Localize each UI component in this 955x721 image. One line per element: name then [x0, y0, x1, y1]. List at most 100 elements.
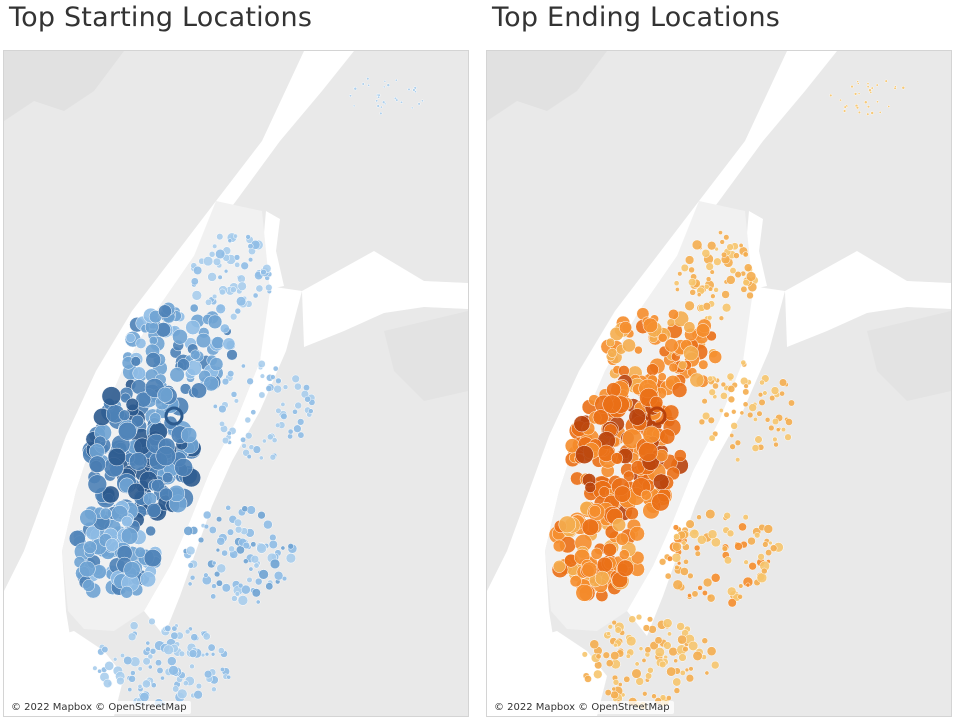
station-dot[interactable]	[258, 455, 264, 461]
station-dot[interactable]	[92, 665, 98, 671]
station-dot[interactable]	[634, 661, 640, 667]
station-dot[interactable]	[704, 670, 710, 676]
station-dot[interactable]	[742, 388, 750, 396]
station-dot[interactable]	[677, 271, 683, 277]
station-dot[interactable]	[588, 505, 602, 518]
station-dot[interactable]	[123, 561, 141, 579]
station-dot[interactable]	[706, 593, 716, 603]
station-dot[interactable]	[584, 481, 596, 494]
station-dot[interactable]	[275, 422, 281, 428]
station-dot[interactable]	[630, 550, 645, 565]
station-dot[interactable]	[265, 283, 273, 292]
station-dot[interactable]	[708, 388, 716, 396]
station-dot[interactable]	[723, 234, 730, 241]
station-dot[interactable]	[158, 304, 172, 319]
station-dot[interactable]	[721, 303, 732, 313]
station-dot[interactable]	[668, 362, 679, 373]
station-dot[interactable]	[687, 572, 694, 580]
station-dot[interactable]	[245, 234, 251, 240]
station-dot[interactable]	[773, 441, 779, 448]
station-dot[interactable]	[213, 570, 221, 578]
station-dot[interactable]	[240, 584, 251, 595]
station-dot[interactable]	[78, 560, 96, 578]
station-dot[interactable]	[679, 669, 686, 676]
station-dot[interactable]	[757, 392, 764, 398]
station-dot[interactable]	[701, 398, 708, 405]
station-dot[interactable]	[107, 447, 127, 467]
station-dot[interactable]	[280, 401, 286, 407]
station-dot[interactable]	[618, 321, 633, 335]
station-dot[interactable]	[616, 559, 634, 577]
station-dot[interactable]	[219, 420, 225, 427]
station-dot[interactable]	[638, 646, 644, 652]
station-dot[interactable]	[187, 562, 194, 569]
station-dot[interactable]	[226, 430, 232, 436]
station-dot[interactable]	[142, 657, 151, 666]
station-dot[interactable]	[756, 410, 763, 417]
station-dot[interactable]	[688, 266, 695, 274]
station-dot[interactable]	[629, 525, 645, 542]
station-dot[interactable]	[215, 547, 221, 553]
station-dot[interactable]	[754, 435, 763, 444]
station-dot[interactable]	[203, 375, 219, 392]
station-dot[interactable]	[691, 590, 699, 598]
station-dot[interactable]	[246, 454, 252, 460]
station-dot[interactable]	[270, 374, 276, 380]
station-dot[interactable]	[743, 559, 749, 565]
station-dot[interactable]	[219, 288, 226, 296]
station-dot[interactable]	[708, 434, 716, 442]
station-dot[interactable]	[682, 645, 689, 653]
station-dot[interactable]	[155, 659, 162, 667]
station-dot[interactable]	[221, 377, 230, 386]
station-dot[interactable]	[666, 695, 672, 701]
station-dot[interactable]	[751, 444, 760, 452]
station-dot[interactable]	[739, 410, 745, 416]
station-dot[interactable]	[866, 85, 870, 89]
station-dot[interactable]	[297, 418, 305, 426]
station-dot[interactable]	[167, 656, 177, 666]
station-dot[interactable]	[250, 409, 257, 416]
station-dot[interactable]	[208, 251, 216, 258]
station-dot[interactable]	[613, 642, 618, 648]
station-dot[interactable]	[758, 398, 766, 406]
station-dot[interactable]	[712, 382, 719, 390]
station-dot[interactable]	[130, 670, 136, 676]
station-dot[interactable]	[265, 582, 274, 591]
station-dot[interactable]	[190, 277, 199, 286]
station-dot[interactable]	[168, 665, 179, 676]
station-dot[interactable]	[271, 437, 278, 444]
station-dot[interactable]	[210, 593, 217, 600]
station-dot[interactable]	[894, 85, 897, 88]
station-dot[interactable]	[230, 391, 238, 398]
station-dot[interactable]	[594, 570, 610, 586]
station-dot[interactable]	[282, 384, 289, 390]
station-dot[interactable]	[727, 598, 737, 608]
station-dot[interactable]	[663, 641, 672, 650]
station-dot[interactable]	[654, 636, 663, 645]
station-dot[interactable]	[730, 422, 738, 430]
station-dot[interactable]	[674, 564, 680, 571]
station-dot[interactable]	[134, 546, 146, 558]
station-dot[interactable]	[657, 332, 668, 343]
station-dot[interactable]	[285, 553, 297, 564]
station-dot[interactable]	[101, 485, 120, 504]
station-dot[interactable]	[308, 408, 314, 414]
station-dot[interactable]	[689, 528, 700, 539]
station-dot[interactable]	[207, 314, 223, 330]
station-dot[interactable]	[589, 639, 600, 650]
station-dot[interactable]	[386, 83, 391, 87]
station-dot[interactable]	[606, 631, 611, 637]
station-dot[interactable]	[610, 452, 624, 465]
station-dot[interactable]	[352, 104, 356, 108]
station-dot[interactable]	[101, 386, 122, 406]
station-dot[interactable]	[258, 391, 266, 399]
station-dot[interactable]	[658, 558, 667, 566]
station-dot[interactable]	[202, 510, 212, 520]
station-dot[interactable]	[664, 572, 672, 580]
station-dot[interactable]	[667, 631, 672, 637]
station-dot[interactable]	[269, 533, 277, 542]
station-dot[interactable]	[182, 680, 189, 687]
station-dot[interactable]	[273, 384, 282, 394]
start-map[interactable]: © 2022 Mapbox © OpenStreetMap	[3, 50, 469, 717]
station-dot[interactable]	[775, 427, 781, 433]
